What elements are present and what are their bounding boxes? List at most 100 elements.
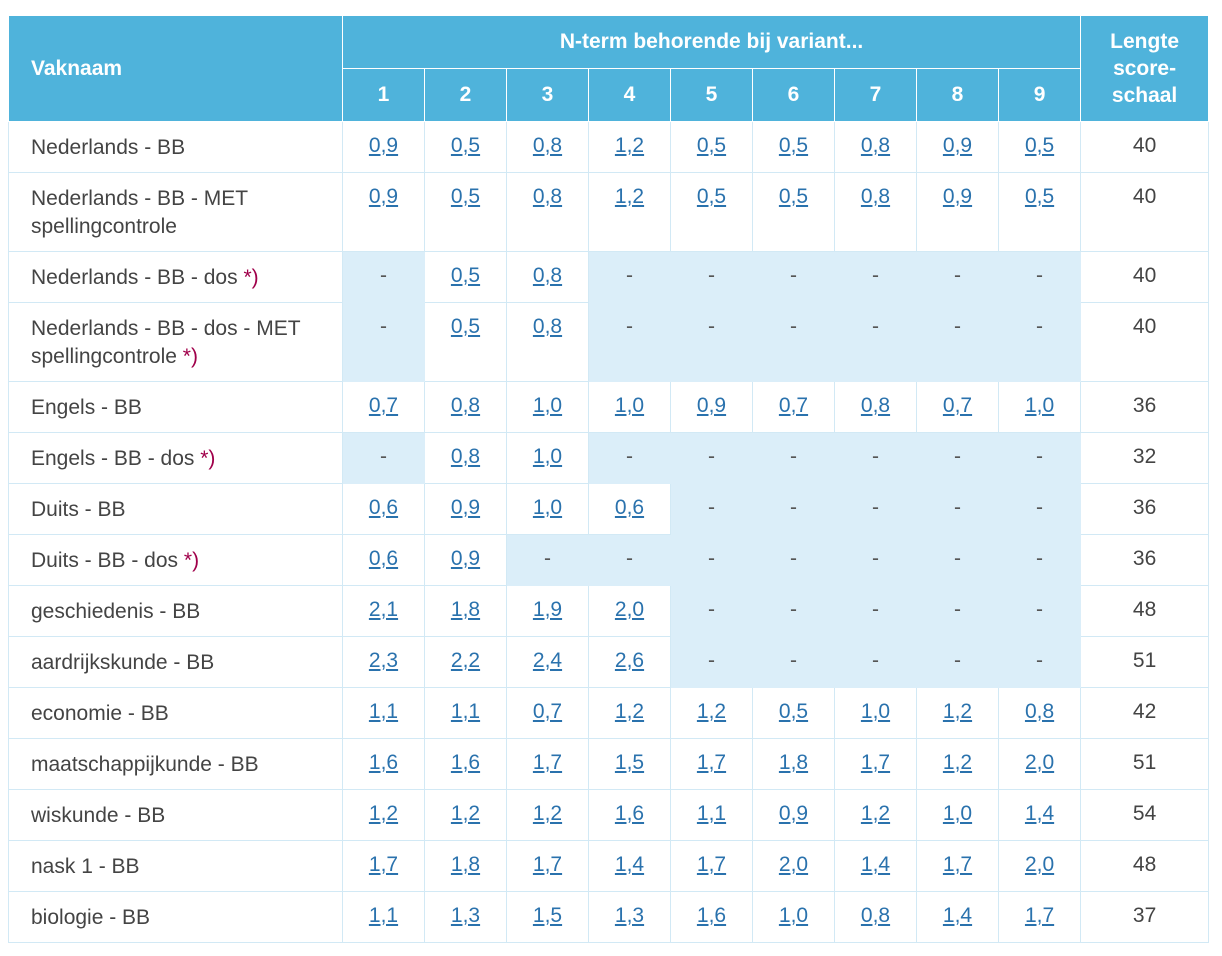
nterm-link[interactable]: 0,7	[532, 700, 563, 723]
nterm-cell-variant-2: 0,5	[424, 251, 507, 303]
nterm-link[interactable]: 1,6	[696, 904, 727, 927]
nterm-link[interactable]: 0,8	[450, 394, 481, 417]
table-row: Duits - BB - dos *) 0,6 0,9 - - - - - - - 36	[8, 534, 1210, 586]
nterm-link[interactable]: 0,8	[532, 264, 563, 287]
nterm-link[interactable]: 1,2	[860, 802, 891, 825]
nterm-link[interactable]: 1,5	[532, 904, 563, 927]
nterm-link[interactable]: 0,7	[942, 394, 973, 417]
nterm-link[interactable]: 2,4	[532, 649, 563, 672]
nterm-link[interactable]: 0,5	[696, 185, 727, 208]
nterm-link[interactable]: 0,8	[450, 445, 481, 468]
nterm-link[interactable]: 1,4	[614, 853, 645, 876]
nterm-link[interactable]: 0,5	[778, 185, 809, 208]
nterm-link[interactable]: 2,6	[614, 649, 645, 672]
nterm-link[interactable]: 0,5	[1024, 134, 1055, 157]
nterm-link[interactable]: 1,7	[1024, 904, 1055, 927]
nterm-link[interactable]: 1,7	[696, 751, 727, 774]
nterm-link[interactable]: 0,9	[368, 134, 399, 157]
nterm-link[interactable]: 0,5	[778, 700, 809, 723]
nterm-link[interactable]: 0,5	[778, 134, 809, 157]
nterm-link[interactable]: 1,5	[614, 751, 645, 774]
nterm-link[interactable]: 0,6	[368, 496, 399, 519]
nterm-link[interactable]: 1,3	[450, 904, 481, 927]
nterm-link[interactable]: 0,6	[614, 496, 645, 519]
nterm-link[interactable]: 2,0	[1024, 853, 1055, 876]
nterm-link[interactable]: 1,1	[368, 700, 399, 723]
nterm-link[interactable]: 1,4	[1024, 802, 1055, 825]
nterm-link[interactable]: 1,2	[696, 700, 727, 723]
nterm-link[interactable]: 1,3	[614, 904, 645, 927]
nterm-link[interactable]: 0,9	[778, 802, 809, 825]
nterm-link[interactable]: 1,0	[532, 394, 563, 417]
nterm-link[interactable]: 1,7	[860, 751, 891, 774]
nterm-link[interactable]: 0,8	[860, 904, 891, 927]
nterm-link[interactable]: 1,7	[942, 853, 973, 876]
nterm-link[interactable]: 0,8	[860, 394, 891, 417]
nterm-link[interactable]: 0,8	[532, 315, 563, 338]
nterm-link[interactable]: 1,2	[532, 802, 563, 825]
nterm-cell-variant-3: 0,8	[506, 172, 589, 252]
nterm-link[interactable]: 1,2	[368, 802, 399, 825]
nterm-link[interactable]: 0,8	[860, 134, 891, 157]
nterm-link[interactable]: 1,0	[1024, 394, 1055, 417]
nterm-unavailable: -	[954, 598, 961, 621]
nterm-link[interactable]: 0,9	[696, 394, 727, 417]
nterm-link[interactable]: 0,9	[450, 496, 481, 519]
nterm-link[interactable]: 1,0	[778, 904, 809, 927]
nterm-link[interactable]: 2,1	[368, 598, 399, 621]
nterm-link[interactable]: 1,7	[532, 751, 563, 774]
nterm-link[interactable]: 1,2	[942, 700, 973, 723]
subject-name: Duits - BB	[8, 483, 343, 535]
nterm-link[interactable]: 0,9	[450, 547, 481, 570]
nterm-link[interactable]: 0,5	[450, 264, 481, 287]
nterm-link[interactable]: 1,6	[368, 751, 399, 774]
nterm-link[interactable]: 2,0	[778, 853, 809, 876]
nterm-link[interactable]: 1,2	[614, 185, 645, 208]
nterm-link[interactable]: 1,7	[368, 853, 399, 876]
nterm-link[interactable]: 1,1	[368, 904, 399, 927]
nterm-link[interactable]: 1,8	[450, 853, 481, 876]
nterm-link[interactable]: 1,2	[614, 134, 645, 157]
nterm-link[interactable]: 1,6	[450, 751, 481, 774]
nterm-link[interactable]: 1,0	[532, 445, 563, 468]
nterm-link[interactable]: 1,8	[450, 598, 481, 621]
nterm-link[interactable]: 1,2	[614, 700, 645, 723]
nterm-link[interactable]: 1,0	[860, 700, 891, 723]
nterm-link[interactable]: 0,5	[450, 315, 481, 338]
nterm-unavailable: -	[954, 264, 961, 287]
nterm-link[interactable]: 0,8	[532, 134, 563, 157]
nterm-link[interactable]: 0,5	[1024, 185, 1055, 208]
nterm-link[interactable]: 0,8	[532, 185, 563, 208]
nterm-link[interactable]: 1,2	[942, 751, 973, 774]
nterm-link[interactable]: 1,4	[860, 853, 891, 876]
nterm-link[interactable]: 0,5	[696, 134, 727, 157]
nterm-link[interactable]: 1,9	[532, 598, 563, 621]
nterm-link[interactable]: 0,7	[778, 394, 809, 417]
nterm-link[interactable]: 1,7	[532, 853, 563, 876]
nterm-link[interactable]: 1,1	[696, 802, 727, 825]
nterm-link[interactable]: 1,0	[942, 802, 973, 825]
nterm-link[interactable]: 0,9	[942, 185, 973, 208]
nterm-link[interactable]: 1,6	[614, 802, 645, 825]
nterm-link[interactable]: 0,9	[368, 185, 399, 208]
nterm-link[interactable]: 0,8	[1024, 700, 1055, 723]
nterm-link[interactable]: 0,6	[368, 547, 399, 570]
nterm-link[interactable]: 0,5	[450, 185, 481, 208]
nterm-link[interactable]: 2,3	[368, 649, 399, 672]
score-scale-length: 40	[1080, 121, 1210, 173]
nterm-cell-variant-9: -	[997, 585, 1082, 637]
nterm-link[interactable]: 1,0	[532, 496, 563, 519]
nterm-link[interactable]: 1,7	[696, 853, 727, 876]
nterm-link[interactable]: 2,0	[614, 598, 645, 621]
nterm-link[interactable]: 2,2	[450, 649, 481, 672]
nterm-link[interactable]: 1,1	[450, 700, 481, 723]
nterm-link[interactable]: 0,5	[450, 134, 481, 157]
nterm-link[interactable]: 0,8	[860, 185, 891, 208]
nterm-link[interactable]: 0,9	[942, 134, 973, 157]
nterm-link[interactable]: 0,7	[368, 394, 399, 417]
nterm-link[interactable]: 1,8	[778, 751, 809, 774]
nterm-link[interactable]: 1,2	[450, 802, 481, 825]
nterm-link[interactable]: 1,4	[942, 904, 973, 927]
nterm-link[interactable]: 1,0	[614, 394, 645, 417]
nterm-link[interactable]: 2,0	[1024, 751, 1055, 774]
